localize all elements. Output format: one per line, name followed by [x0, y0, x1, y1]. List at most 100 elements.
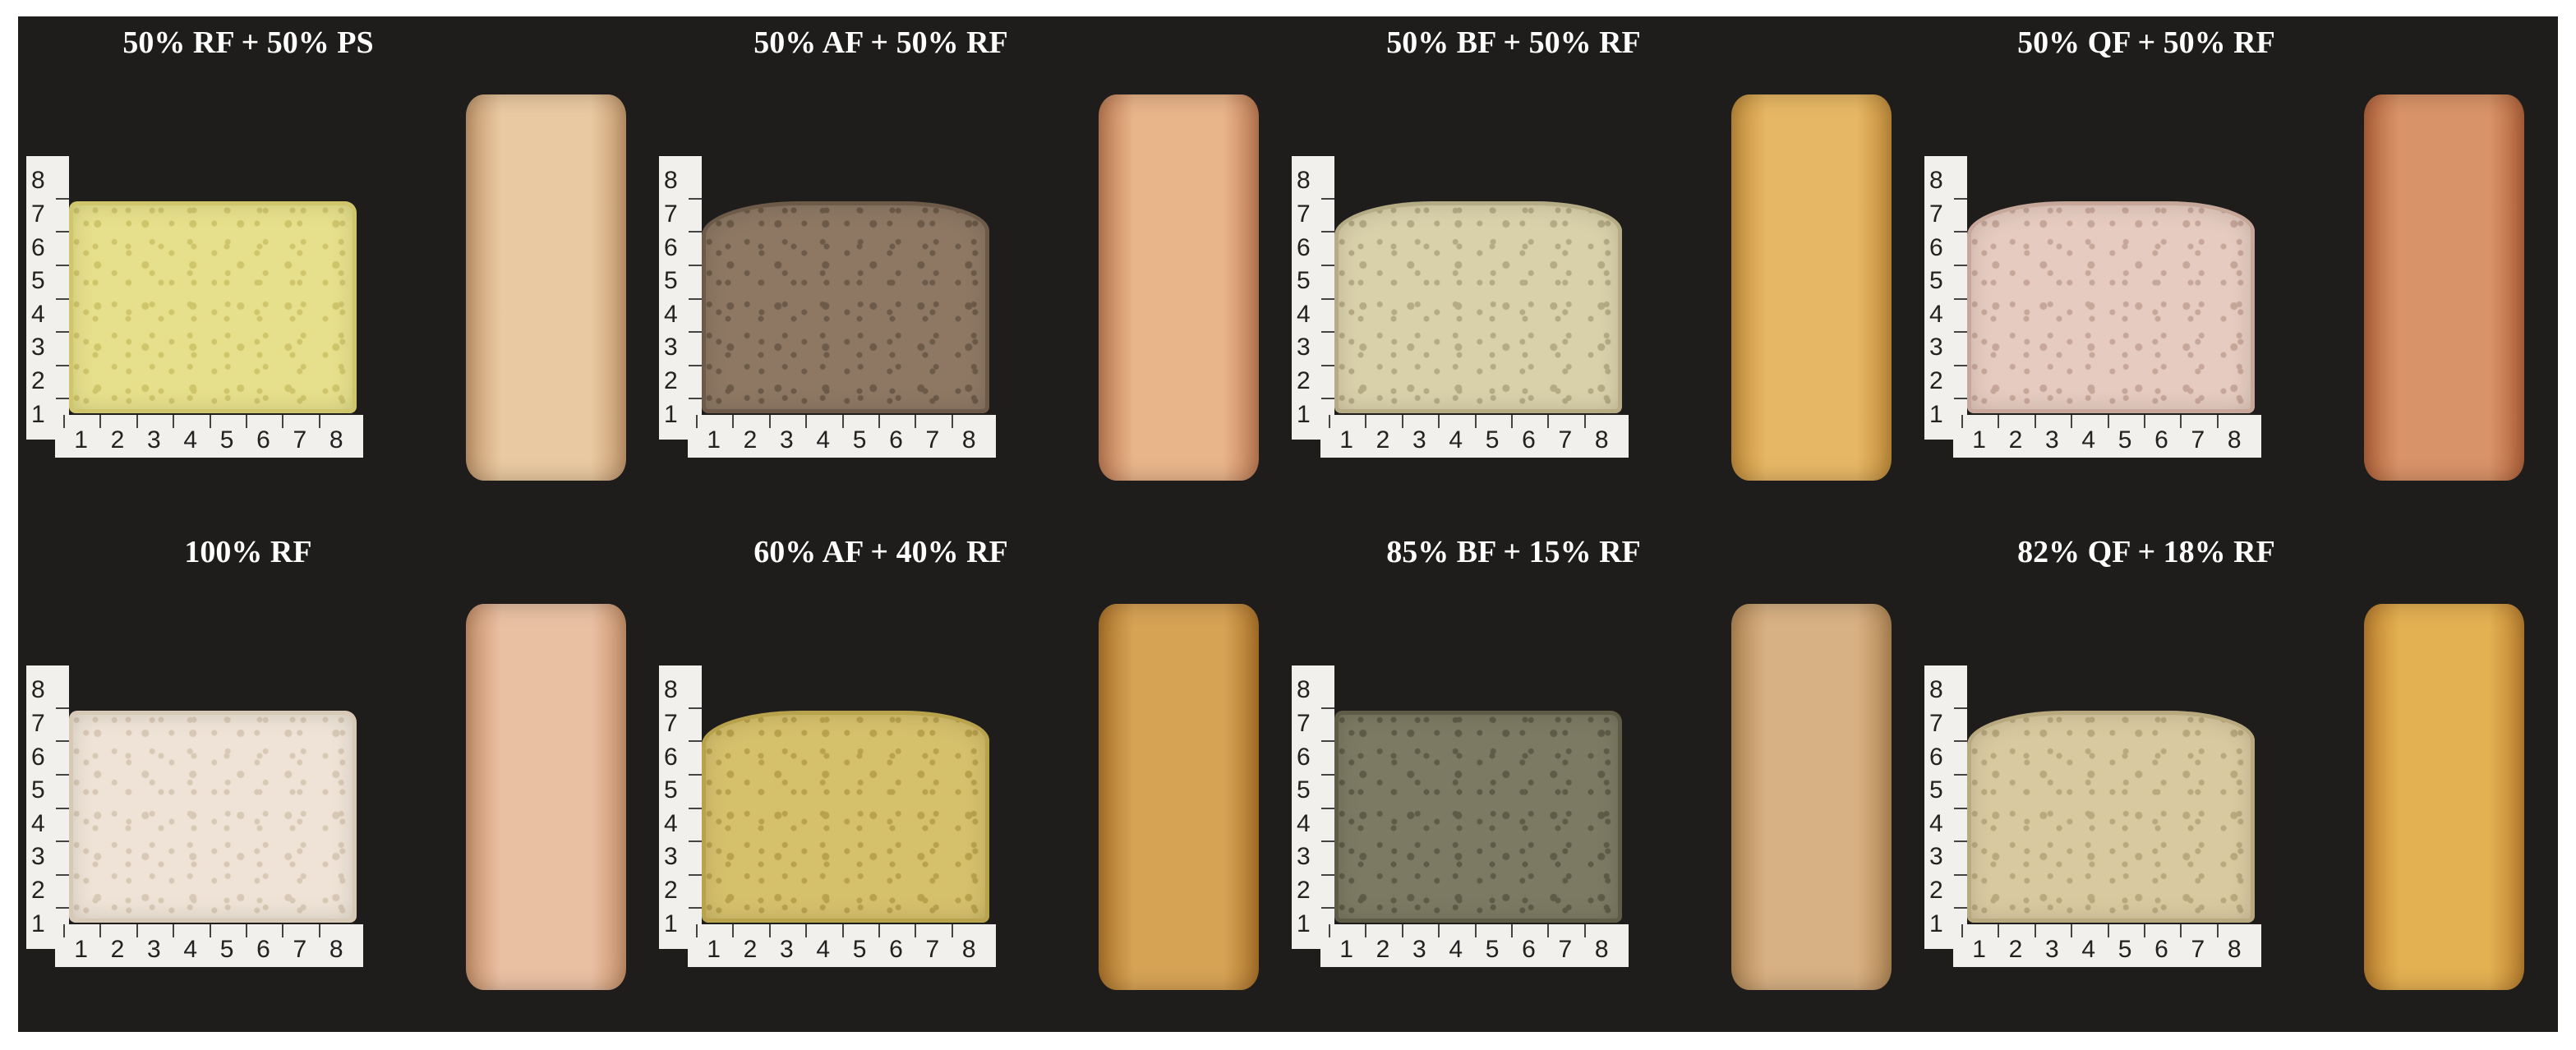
vertical-ruler: 1 2 3 4 5 6 7 8	[26, 665, 69, 949]
ruler-mark	[1961, 415, 1963, 428]
ruler-tick-label: 7	[664, 709, 678, 737]
ruler-tick-label: 4	[31, 300, 45, 328]
ruler-mark	[1954, 231, 1967, 233]
ruler-mark	[136, 924, 138, 937]
ruler-tick-label: 4	[816, 426, 830, 454]
sample-label: 50% BF + 50% RF	[1386, 25, 1641, 60]
ruler-mark	[689, 807, 702, 809]
ruler-tick-label: 6	[889, 936, 903, 963]
ruler-mark	[689, 331, 702, 334]
ruler-mark	[56, 807, 69, 809]
bread-loaf	[1099, 604, 1259, 990]
ruler-tick-label: 8	[664, 167, 678, 195]
bread-loaf	[2364, 604, 2524, 990]
ruler-tick-label: 2	[664, 367, 678, 395]
ruler-mark	[1321, 231, 1334, 233]
ruler-tick-label: 4	[1297, 809, 1311, 837]
ruler-mark	[282, 924, 284, 937]
ruler-tick-label: 1	[707, 936, 721, 963]
ruler-mark	[1583, 924, 1586, 937]
ruler-tick-label: 3	[1412, 936, 1426, 963]
ruler-mark	[209, 924, 211, 937]
ruler-tick-label: 2	[110, 426, 125, 454]
ruler-mark	[2071, 924, 2073, 937]
ruler-tick-label: 4	[1929, 300, 1943, 328]
ruler-mark	[696, 415, 698, 428]
ruler-tick-label: 2	[110, 936, 125, 963]
ruler-tick-label: 5	[1297, 776, 1311, 804]
sample-label: 100% RF	[184, 535, 312, 569]
ruler-mark	[1321, 773, 1334, 776]
ruler-tick-label: 2	[2008, 936, 2023, 963]
ruler-tick-label: 2	[2008, 426, 2023, 454]
ruler-tick-label: 1	[74, 426, 88, 454]
ruler-tick-label: 7	[1297, 200, 1311, 228]
ruler-mark	[1321, 264, 1334, 266]
bread-sample: 82% QF + 18% RF 1 2 3 4 5 6 7 8 1 2 3 4 5 6 7 8	[1916, 526, 2549, 1019]
ruler-tick-label: 6	[1929, 233, 1943, 261]
ruler-mark	[56, 840, 69, 843]
ruler-mark	[1438, 924, 1440, 937]
ruler-tick-label: 6	[664, 233, 678, 261]
bread-slice	[1334, 201, 1622, 413]
ruler-tick-label: 1	[31, 910, 45, 937]
ruler-mark	[1954, 264, 1967, 266]
ruler-tick-label: 5	[2117, 936, 2132, 963]
ruler-tick-label: 3	[664, 334, 678, 362]
ruler-mark	[99, 924, 102, 937]
ruler-mark	[2107, 415, 2109, 428]
ruler-tick-label: 2	[1929, 877, 1943, 905]
ruler-tick-label: 7	[1929, 709, 1943, 737]
ruler-tick-label: 6	[1522, 426, 1536, 454]
bread-sample: 60% AF + 40% RF 1 2 3 4 5 6 7 8 1 2 3 4 5 6 7 8	[651, 526, 1283, 1019]
ruler-mark	[1954, 364, 1967, 366]
ruler-tick-label: 2	[31, 367, 45, 395]
ruler-tick-label: 1	[664, 400, 678, 428]
ruler-tick-label: 5	[31, 776, 45, 804]
ruler-tick-label: 6	[256, 426, 270, 454]
ruler-mark	[63, 415, 65, 428]
ruler-mark	[1510, 924, 1513, 937]
ruler-mark	[1954, 740, 1967, 743]
ruler-mark	[2034, 924, 2036, 937]
bread-slice	[702, 201, 989, 413]
ruler-tick-label: 6	[889, 426, 903, 454]
ruler-mark	[1321, 873, 1334, 876]
ruler-mark	[951, 924, 953, 937]
vertical-ruler: 1 2 3 4 5 6 7 8	[1292, 156, 1334, 440]
figure-panel: 50% RF + 50% PS 1 2 3 4 5 6 7 8 1 2 3 4 5 6 7 8 50% AF + …	[18, 16, 2558, 1032]
ruler-mark	[689, 297, 702, 300]
ruler-mark	[318, 415, 320, 428]
ruler-tick-label: 4	[1449, 936, 1463, 963]
ruler-mark	[1547, 924, 1550, 937]
ruler-tick-label: 2	[1297, 877, 1311, 905]
sample-label: 50% RF + 50% PS	[122, 25, 374, 60]
ruler-mark	[1954, 331, 1967, 334]
vertical-ruler: 1 2 3 4 5 6 7 8	[1924, 665, 1967, 949]
ruler-tick-label: 2	[1929, 367, 1943, 395]
ruler-mark	[173, 415, 175, 428]
vertical-ruler: 1 2 3 4 5 6 7 8	[659, 665, 702, 949]
ruler-mark	[209, 415, 211, 428]
ruler-tick-label: 6	[1297, 233, 1311, 261]
ruler-mark	[689, 873, 702, 876]
ruler-mark	[1954, 873, 1967, 876]
ruler-mark	[56, 907, 69, 910]
ruler-mark	[689, 840, 702, 843]
ruler-tick-label: 5	[1485, 426, 1500, 454]
ruler-tick-label: 4	[664, 300, 678, 328]
ruler-tick-label: 1	[1929, 400, 1943, 428]
ruler-mark	[1321, 807, 1334, 809]
ruler-mark	[56, 740, 69, 743]
ruler-mark	[1321, 740, 1334, 743]
ruler-mark	[2034, 415, 2036, 428]
ruler-mark	[841, 924, 844, 937]
ruler-tick-label: 5	[219, 936, 234, 963]
sample-label: 82% QF + 18% RF	[2017, 535, 2275, 569]
ruler-tick-label: 7	[1929, 200, 1943, 228]
ruler-tick-label: 4	[1929, 809, 1943, 837]
bread-sample: 50% QF + 50% RF 1 2 3 4 5 6 7 8 1 2 3 4 5 6 7 8	[1916, 16, 2549, 509]
